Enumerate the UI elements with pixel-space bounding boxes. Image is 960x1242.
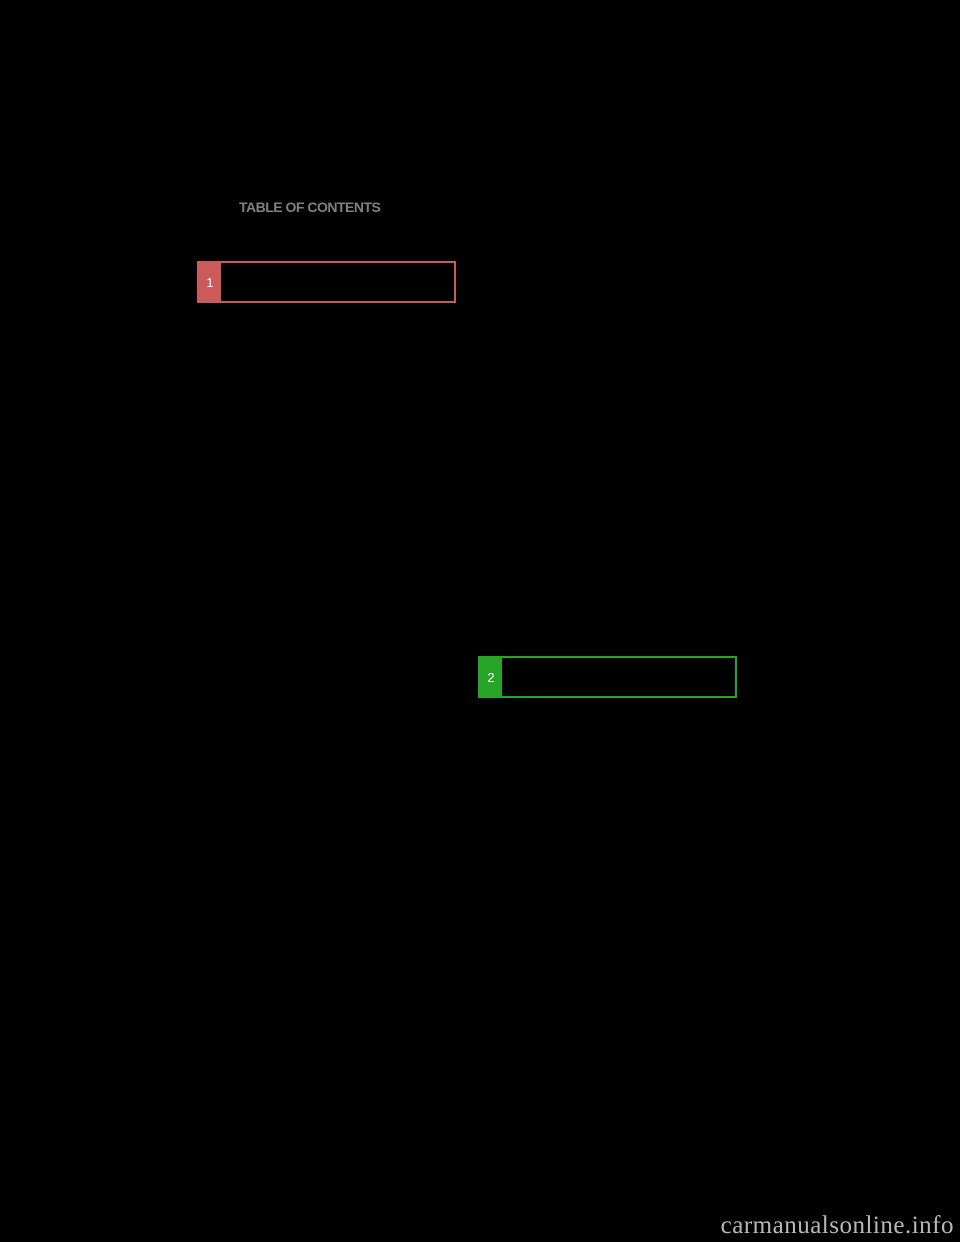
section-box-2: 2	[478, 656, 737, 698]
toc-title: TABLE OF CONTENTS	[239, 199, 380, 215]
section-box-1: 1	[197, 261, 456, 303]
watermark-text: carmanualsonline.info	[721, 1212, 954, 1240]
section-tab-1: 1	[199, 263, 221, 301]
section-tab-2: 2	[480, 658, 502, 696]
